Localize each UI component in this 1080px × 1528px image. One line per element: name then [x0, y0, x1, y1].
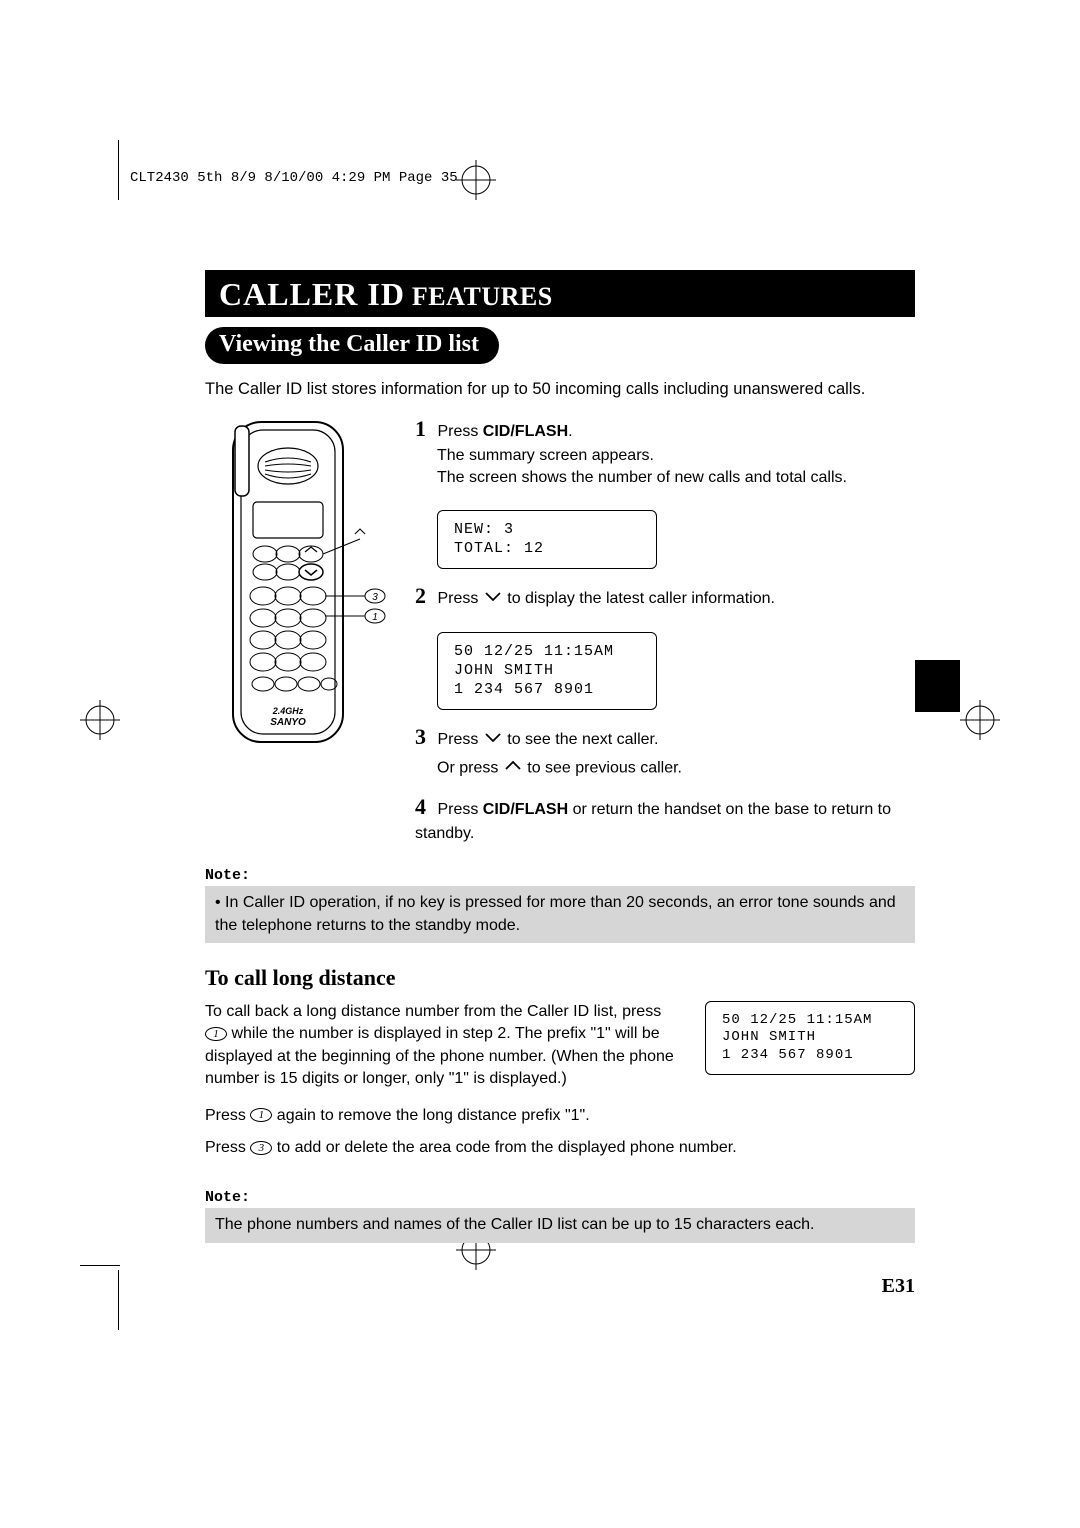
section-title-bar: CALLER ID FEATURES	[205, 270, 915, 317]
page-number: E31	[882, 1275, 915, 1298]
step-detail: Or press to see previous caller.	[437, 757, 915, 780]
step-text: Press CID/FLASH or return the handset on…	[415, 801, 891, 842]
svg-text:SANYO: SANYO	[270, 717, 306, 728]
key-1-icon: 1	[250, 1108, 272, 1122]
crop-mark	[80, 1265, 120, 1266]
title-sub: FEATURES	[405, 282, 553, 311]
step-number: 3	[415, 722, 433, 753]
step-text: Press CID/FLASH.	[437, 423, 572, 440]
svg-text:1: 1	[372, 612, 378, 623]
down-arrow-icon	[483, 729, 503, 751]
subsection-heading: To call long distance	[205, 965, 915, 991]
thumb-tab	[915, 660, 960, 712]
lcd-display: 50 12/25 11:15AM JOHN SMITH 1 234 567 89…	[437, 632, 657, 710]
step-text: Press to see the next caller.	[437, 731, 658, 748]
long-distance-text: To call back a long distance number from…	[205, 1001, 675, 1091]
step-number: 2	[415, 581, 433, 612]
down-arrow-icon	[483, 588, 503, 610]
step-detail: The summary screen appears.	[437, 445, 915, 467]
up-arrow-icon	[503, 757, 523, 779]
intro-text: The Caller ID list stores information fo…	[205, 378, 915, 400]
step-1: 1 Press CID/FLASH. The summary screen ap…	[415, 414, 915, 490]
registration-mark	[456, 160, 496, 200]
step-4: 4 Press CID/FLASH or return the handset …	[415, 792, 915, 845]
svg-text:2.4GHz: 2.4GHz	[272, 706, 304, 716]
note-label: Note:	[205, 1189, 915, 1206]
step-2: 2 Press to display the latest caller inf…	[415, 581, 915, 612]
crop-mark	[118, 1270, 119, 1330]
key-3-icon: 3	[250, 1141, 272, 1155]
step-number: 1	[415, 414, 433, 445]
long-distance-text: Press 3 to add or delete the area code f…	[205, 1137, 915, 1159]
step-number: 4	[415, 792, 433, 823]
note-box: • In Caller ID operation, if no key is p…	[205, 886, 915, 943]
crop-mark	[118, 140, 119, 200]
title-main: CALLER ID	[219, 276, 405, 312]
lcd-display: NEW: 3 TOTAL: 12	[437, 510, 657, 570]
registration-mark	[80, 700, 120, 740]
page-content: CALLER ID FEATURES Viewing the Caller ID…	[205, 270, 915, 1243]
registration-mark	[960, 700, 1000, 740]
svg-text:3: 3	[372, 592, 378, 603]
long-distance-text: Press 1 again to remove the long distanc…	[205, 1105, 915, 1127]
key-1-icon: 1	[205, 1027, 227, 1041]
note-label: Note:	[205, 867, 915, 884]
step-detail: The screen shows the number of new calls…	[437, 467, 915, 489]
lcd-display: 50 12/25 11:15AM JOHN SMITH 1 234 567 89…	[705, 1001, 915, 1076]
subsection-pill: Viewing the Caller ID list	[205, 327, 499, 364]
print-job-header: CLT2430 5th 8/9 8/10/00 4:29 PM Page 35	[130, 170, 458, 186]
step-3: 3 Press to see the next caller. Or press…	[415, 722, 915, 780]
handset-illustration: 2.4GHz SANYO 3 1	[205, 414, 395, 857]
note-box: The phone numbers and names of the Calle…	[205, 1208, 915, 1242]
step-text: Press to display the latest caller infor…	[437, 590, 774, 607]
